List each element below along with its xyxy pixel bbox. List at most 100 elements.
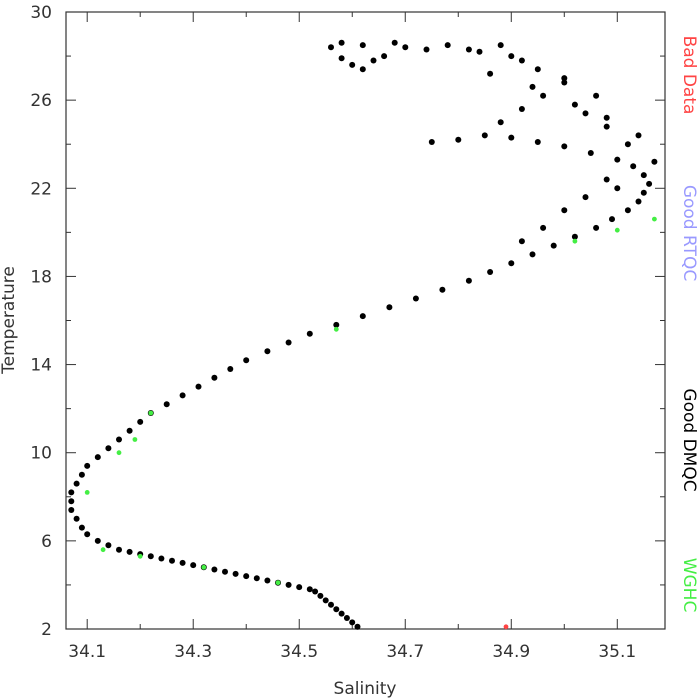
y-tick-label: 26 <box>30 91 52 111</box>
data-point-good-dmqc <box>640 172 647 179</box>
data-point-good-dmqc <box>116 436 122 443</box>
data-point-good-dmqc <box>571 233 578 240</box>
data-point-good-dmqc <box>253 575 260 582</box>
data-point-good-dmqc <box>94 537 101 544</box>
plot-area-frame <box>65 11 666 630</box>
data-point-good-dmqc <box>640 189 647 196</box>
data-point-good-dmqc <box>126 427 133 434</box>
legend-entry-good-rtqc: Good RTQC <box>679 185 699 281</box>
data-point-good-dmqc <box>190 562 197 569</box>
data-point-good-dmqc <box>571 101 578 108</box>
data-point-good-dmqc <box>68 489 75 496</box>
data-point-good-dmqc <box>603 176 610 183</box>
data-point-good-dmqc <box>497 42 504 49</box>
y-tick-label: 10 <box>30 444 52 464</box>
x-tick-label: 35.1 <box>598 642 636 662</box>
data-point-good-dmqc <box>487 70 494 77</box>
x-tick-label: 34.7 <box>386 642 424 662</box>
data-point-good-dmqc <box>349 61 356 68</box>
x-tick-labels: 34.1 34.3 34.5 34.7 34.9 35.1 <box>68 642 636 662</box>
data-point-good-dmqc <box>306 330 313 337</box>
data-point-good-dmqc <box>84 531 91 538</box>
data-point-good-dmqc <box>211 374 218 381</box>
axis-ticks <box>66 11 665 630</box>
data-point-wghc <box>275 580 281 586</box>
data-point-good-dmqc <box>614 156 621 163</box>
y-tick-label: 30 <box>30 3 52 23</box>
data-point-good-dmqc <box>582 110 589 117</box>
data-point-good-dmqc <box>227 366 234 372</box>
data-point-good-dmqc <box>635 198 642 205</box>
data-points <box>68 39 658 630</box>
data-point-good-dmqc <box>391 39 398 46</box>
data-point-good-dmqc <box>561 75 568 82</box>
data-point-good-dmqc <box>232 570 239 577</box>
x-tick-label: 34.3 <box>174 642 212 662</box>
y-tick-label: 22 <box>30 179 52 199</box>
x-tick-label: 34.9 <box>492 642 530 662</box>
data-point-good-dmqc <box>179 392 186 399</box>
data-point-good-dmqc <box>349 619 356 626</box>
data-point-good-dmqc <box>603 114 610 121</box>
data-point-good-dmqc <box>412 295 419 302</box>
data-point-good-dmqc <box>84 462 91 469</box>
data-point-good-dmqc <box>126 548 133 555</box>
data-point-good-dmqc <box>487 269 494 275</box>
data-point-good-dmqc <box>476 48 483 55</box>
data-point-good-dmqc <box>402 44 409 51</box>
y-axis-label: Temperature <box>0 266 19 375</box>
data-point-good-dmqc <box>508 53 515 60</box>
data-point-good-dmqc <box>534 139 541 145</box>
data-point-good-dmqc <box>540 224 547 231</box>
legend-entry-good-dmqc: Good DMQC <box>679 388 699 491</box>
data-point-good-dmqc <box>593 92 600 99</box>
data-point-good-dmqc <box>550 242 557 249</box>
data-point-good-dmqc <box>264 577 271 584</box>
data-point-good-dmqc <box>624 141 631 148</box>
data-point-good-dmqc <box>94 454 101 461</box>
data-point-wghc <box>148 410 154 416</box>
data-point-wghc <box>652 216 657 222</box>
x-tick-label: 34.5 <box>280 642 318 662</box>
data-point-good-dmqc <box>137 418 144 425</box>
data-point-good-dmqc <box>222 568 228 575</box>
data-point-good-dmqc <box>312 588 319 595</box>
data-point-good-dmqc <box>78 471 85 478</box>
data-point-good-dmqc <box>264 348 271 355</box>
data-point-good-dmqc <box>603 123 610 130</box>
legend-entry-wghc: WGHC <box>679 558 699 613</box>
data-point-good-dmqc <box>646 180 653 187</box>
data-point-good-dmqc <box>630 163 637 170</box>
data-point-good-dmqc <box>73 515 80 522</box>
data-point-good-dmqc <box>359 42 366 49</box>
data-point-bad-data <box>503 624 509 630</box>
data-point-good-dmqc <box>534 66 541 73</box>
data-point-good-dmqc <box>338 610 345 617</box>
data-point-good-dmqc <box>508 260 515 267</box>
data-point-wghc <box>614 227 620 233</box>
data-point-good-dmqc <box>158 555 165 562</box>
data-point-good-dmqc <box>561 207 568 214</box>
data-point-good-dmqc <box>78 524 85 531</box>
data-point-good-dmqc <box>285 339 292 346</box>
data-point-good-dmqc <box>508 134 515 141</box>
y-tick-label: 2 <box>41 620 52 640</box>
data-point-wghc <box>132 437 138 442</box>
data-point-good-dmqc <box>333 321 340 328</box>
data-point-good-dmqc <box>423 46 430 53</box>
data-point-good-dmqc <box>561 79 568 86</box>
data-point-good-dmqc <box>593 224 600 231</box>
data-point-good-dmqc <box>465 277 472 284</box>
data-point-good-dmqc <box>68 507 75 513</box>
data-point-good-dmqc <box>497 119 504 126</box>
y-tick-label: 18 <box>30 267 52 287</box>
data-point-good-dmqc <box>243 357 250 364</box>
data-point-good-dmqc <box>561 143 568 150</box>
data-point-good-dmqc <box>359 66 366 73</box>
data-point-good-dmqc <box>306 586 313 593</box>
data-point-wghc <box>201 564 207 570</box>
data-point-good-dmqc <box>439 286 446 293</box>
data-point-good-dmqc <box>609 216 615 223</box>
y-tick-label: 6 <box>41 532 52 552</box>
